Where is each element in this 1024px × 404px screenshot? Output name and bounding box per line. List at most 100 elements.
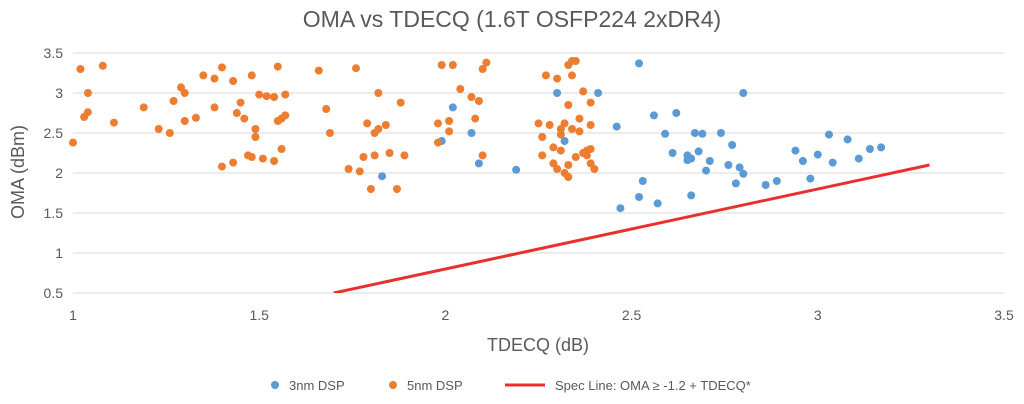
point-5nm-dsp (556, 146, 565, 155)
point-3nm-dsp (616, 204, 625, 213)
point-5nm-dsp (448, 61, 457, 69)
point-3nm-dsp (672, 109, 681, 117)
point-3nm-dsp (798, 157, 807, 165)
point-3nm-dsp (806, 174, 815, 183)
scatter-points (69, 57, 886, 213)
point-5nm-dsp (251, 133, 260, 141)
point-5nm-dsp (83, 108, 92, 117)
point-5nm-dsp (400, 151, 409, 160)
point-5nm-dsp (575, 127, 584, 136)
x-axis-label: TDECQ (dB) (487, 335, 589, 355)
point-5nm-dsp (392, 185, 401, 193)
legend-marker-5nm-dsp (389, 381, 397, 389)
point-5nm-dsp (586, 98, 595, 107)
point-3nm-dsp (854, 154, 863, 163)
point-5nm-dsp (210, 103, 219, 112)
point-5nm-dsp (355, 167, 364, 176)
point-5nm-dsp (154, 125, 163, 133)
point-3nm-dsp (378, 172, 387, 181)
spec-line-series (333, 163, 930, 293)
point-3nm-dsp (705, 157, 714, 165)
point-5nm-dsp (374, 89, 383, 97)
point-3nm-dsp (612, 122, 621, 131)
point-3nm-dsp (772, 177, 781, 185)
point-5nm-dsp (549, 143, 558, 152)
point-3nm-dsp (739, 169, 748, 178)
point-5nm-dsp (437, 61, 446, 69)
point-5nm-dsp (191, 113, 200, 122)
point-5nm-dsp (482, 58, 491, 67)
point-5nm-dsp (76, 65, 85, 73)
point-3nm-dsp (653, 199, 662, 208)
point-5nm-dsp (277, 145, 286, 153)
point-5nm-dsp (553, 74, 562, 83)
point-5nm-dsp (359, 153, 368, 161)
point-5nm-dsp (165, 129, 174, 137)
point-5nm-dsp (545, 121, 554, 129)
point-5nm-dsp (270, 157, 279, 165)
point-3nm-dsp (735, 163, 744, 172)
point-5nm-dsp (541, 71, 550, 80)
point-5nm-dsp (571, 57, 580, 65)
point-3nm-dsp (761, 181, 770, 189)
point-5nm-dsp (262, 92, 271, 101)
point-5nm-dsp (180, 117, 189, 125)
y-tick-label: 2.5 (44, 125, 64, 141)
point-5nm-dsp (363, 119, 372, 128)
spec-line (333, 163, 930, 293)
legend-label-spec-line: Spec Line: OMA ≥ -1.2 + TDECQ* (555, 378, 751, 393)
point-5nm-dsp (281, 90, 290, 99)
point-5nm-dsp (553, 165, 562, 173)
point-5nm-dsp (556, 130, 565, 139)
point-5nm-dsp (374, 125, 383, 133)
y-tick-label: 0.5 (44, 285, 64, 301)
point-5nm-dsp (478, 65, 487, 73)
point-5nm-dsp (240, 114, 249, 123)
point-3nm-dsp (668, 149, 677, 157)
point-5nm-dsp (247, 71, 256, 80)
point-5nm-dsp (281, 111, 290, 120)
point-5nm-dsp (582, 151, 591, 160)
point-3nm-dsp (702, 166, 711, 175)
point-5nm-dsp (199, 71, 208, 80)
point-5nm-dsp (255, 90, 264, 99)
point-5nm-dsp (169, 97, 178, 105)
legend-label-3nm-dsp: 3nm DSP (289, 378, 345, 393)
y-tick-label: 2 (55, 165, 63, 181)
x-tick-label: 2.5 (622, 307, 642, 323)
point-5nm-dsp (564, 161, 573, 169)
point-5nm-dsp (270, 93, 279, 101)
point-5nm-dsp (534, 119, 543, 128)
point-5nm-dsp (586, 145, 595, 153)
point-5nm-dsp (314, 66, 323, 75)
point-5nm-dsp (258, 154, 267, 163)
y-axis-label: OMA (dBm) (8, 125, 28, 219)
point-3nm-dsp (690, 129, 699, 137)
point-3nm-dsp (467, 129, 476, 137)
point-3nm-dsp (635, 193, 644, 201)
point-5nm-dsp (538, 133, 547, 141)
legend-label-5nm-dsp: 5nm DSP (407, 378, 463, 393)
point-5nm-dsp (366, 185, 375, 193)
point-5nm-dsp (273, 62, 282, 71)
point-5nm-dsp (564, 173, 573, 181)
x-tick-label: 3 (814, 307, 822, 323)
point-3nm-dsp (687, 191, 696, 200)
point-3nm-dsp (828, 158, 837, 167)
y-tick-label: 3 (55, 85, 63, 101)
point-5nm-dsp (217, 162, 226, 171)
point-5nm-dsp (396, 98, 405, 107)
point-5nm-dsp (370, 151, 379, 160)
point-5nm-dsp (445, 127, 454, 136)
point-3nm-dsp (661, 129, 670, 138)
point-5nm-dsp (236, 98, 245, 107)
point-5nm-dsp (83, 89, 92, 97)
point-3nm-dsp (512, 165, 521, 174)
point-3nm-dsp (877, 143, 886, 152)
y-tick-label: 1.5 (44, 205, 64, 221)
point-5nm-dsp (445, 117, 454, 125)
point-5nm-dsp (568, 71, 577, 80)
point-5nm-dsp (352, 64, 361, 73)
point-3nm-dsp (813, 150, 822, 159)
